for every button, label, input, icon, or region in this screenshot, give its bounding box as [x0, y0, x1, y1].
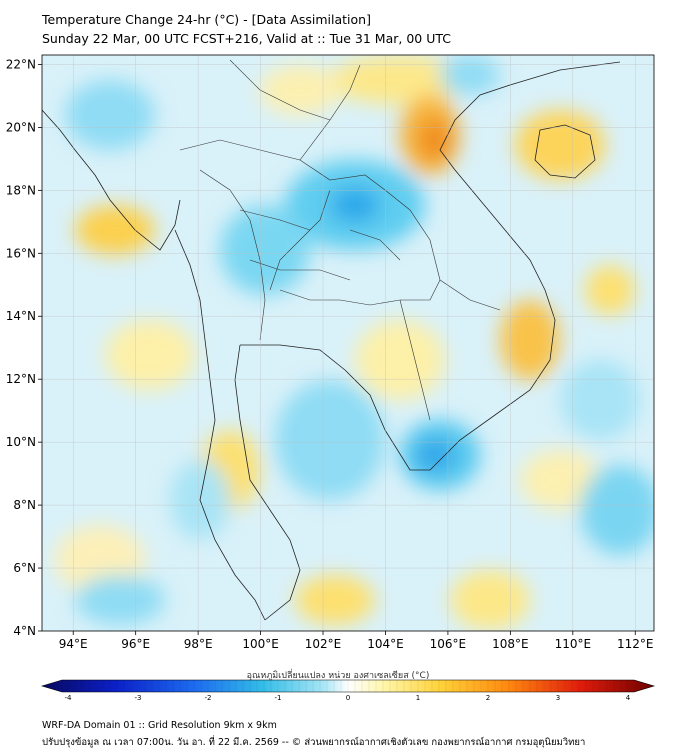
- lon-tick-label: 112°E: [617, 637, 654, 651]
- map-title: Temperature Change 24-hr (°C) - [Data As…: [42, 12, 371, 27]
- latitude-axis: 22°N 20°N 18°N 16°N 14°N 12°N 10°N 8°N 6°N 4°N: [6, 57, 42, 638]
- longitude-axis: 94°E 96°E 98°E 100°E 102°E 104°E 106°E 108°E 110…: [59, 631, 654, 651]
- colorbar-tick-label: -1: [275, 694, 282, 702]
- footer-model-info: WRF-DA Domain 01 :: Grid Resolution 9km …: [42, 720, 277, 731]
- colorbar: -4 -3 -2 -1 0 1 2 3 4: [40, 679, 656, 702]
- lon-tick-label: 98°E: [184, 637, 213, 651]
- colorbar-tick-label: 0: [346, 694, 350, 702]
- lon-tick-label: 106°E: [430, 637, 467, 651]
- lat-tick-label: 8°N: [13, 498, 36, 512]
- lat-tick-label: 22°N: [6, 57, 36, 71]
- temperature-field: [42, 55, 654, 631]
- colorbar-tick-label: 2: [486, 694, 490, 702]
- lon-tick-label: 94°E: [59, 637, 88, 651]
- lat-tick-label: 12°N: [6, 372, 36, 386]
- colorbar-tick-label: -4: [65, 694, 73, 702]
- colorbar-tick-label: -2: [205, 694, 212, 702]
- colorbar-tick-label: 4: [626, 694, 631, 702]
- lat-tick-label: 10°N: [6, 435, 36, 449]
- lon-tick-label: 102°E: [305, 637, 342, 651]
- colorbar-tick-label: -3: [135, 694, 142, 702]
- gridlines: [42, 55, 654, 631]
- colorbar-tick-label: 3: [556, 694, 560, 702]
- lon-tick-label: 104°E: [367, 637, 404, 651]
- lat-tick-label: 14°N: [6, 309, 36, 323]
- map-subtitle: Sunday 22 Mar, 00 UTC FCST+216, Valid at…: [42, 31, 451, 46]
- coastlines: [42, 61, 621, 621]
- footer-update-info: ปรับปรุงข้อมูล ณ เวลา 07:00น. วัน อา. ที…: [42, 737, 586, 748]
- lon-tick-label: 110°E: [555, 637, 592, 651]
- lat-tick-label: 16°N: [6, 246, 36, 260]
- map-frame: [41, 54, 655, 632]
- lat-tick-label: 20°N: [6, 120, 36, 134]
- lon-tick-label: 100°E: [242, 637, 279, 651]
- borders: [179, 59, 501, 421]
- colorbar-bar: [40, 679, 656, 693]
- colorbar-label: อุณหภูมิเปลี่ยนแปลง หน่วย องศาเซลเซียส (…: [246, 671, 430, 681]
- lat-tick-label: 6°N: [13, 561, 36, 575]
- lon-tick-label: 96°E: [121, 637, 150, 651]
- colorbar-ticks: -4 -3 -2 -1 0 1 2 3 4: [65, 680, 631, 702]
- lat-tick-label: 18°N: [6, 183, 36, 197]
- lat-tick-label: 4°N: [13, 624, 36, 638]
- lon-tick-label: 108°E: [492, 637, 529, 651]
- colorbar-tick-label: 1: [416, 694, 420, 702]
